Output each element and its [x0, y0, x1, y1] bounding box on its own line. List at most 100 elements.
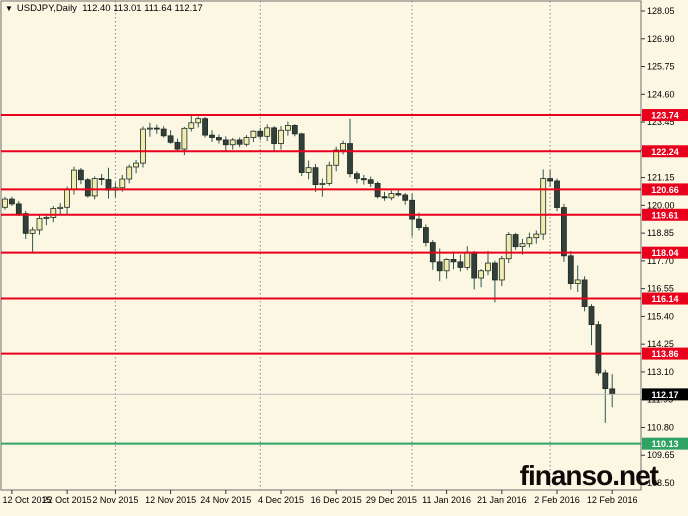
date-tick-label: 22 Oct 2015 — [43, 495, 92, 505]
level-price-label: 123.74 — [651, 111, 679, 121]
candle-bull — [29, 229, 36, 234]
candle-bear — [409, 199, 416, 220]
candle-bull — [119, 178, 126, 189]
candle-bear — [15, 203, 22, 214]
bid-price-label: 112.17 — [651, 390, 678, 400]
price-tick-label: 118.85 — [647, 228, 674, 238]
candle-bear — [257, 130, 264, 137]
level-price-label: 110.13 — [651, 439, 678, 449]
price-axis[interactable] — [641, 0, 688, 490]
level-price-label-bg — [642, 292, 688, 305]
candle-bear — [491, 262, 498, 281]
candle-bull — [284, 125, 291, 131]
candle-bear — [416, 218, 422, 228]
date-tick-label: 12 Feb 2016 — [587, 495, 638, 505]
candle-bear — [271, 127, 278, 144]
candle-bear — [98, 178, 105, 180]
chart-title: ▼ USDJPY,Daily 112.40 113.01 111.64 112.1… — [5, 3, 203, 14]
candle-bull — [126, 166, 133, 180]
price-tick-label: 126.90 — [647, 34, 675, 44]
chart-title-symbol: USDJPY,Daily — [16, 3, 77, 14]
candle-bull — [146, 127, 153, 130]
candle-bull — [57, 206, 64, 209]
candle-bear — [222, 139, 229, 146]
candle-bull — [250, 130, 257, 138]
candle-bear — [167, 135, 174, 143]
candle-bull — [526, 237, 533, 245]
candle-bull — [64, 188, 70, 208]
price-tick-label: 125.75 — [647, 62, 675, 72]
level-price-label-bg — [642, 208, 688, 221]
candle-bull — [195, 118, 202, 124]
level-price-label: 113.86 — [651, 349, 678, 359]
candle-bull — [264, 127, 271, 137]
candle-bear — [236, 139, 243, 145]
level-price-label-bg — [642, 145, 688, 158]
candle-bear — [202, 118, 209, 136]
level-price-label: 118.04 — [651, 248, 678, 258]
candle-bull — [533, 233, 540, 239]
time-axis[interactable] — [0, 490, 688, 516]
date-tick-label: 4 Dec 2015 — [258, 495, 304, 505]
candle-bull — [478, 270, 485, 279]
candle-bear — [381, 196, 388, 199]
candle-bear — [581, 279, 588, 307]
level-price-label: 119.61 — [651, 210, 678, 220]
candle-bear — [450, 259, 457, 263]
candle-bull — [50, 208, 57, 218]
level-price-label-bg — [642, 109, 688, 122]
candle-bear — [609, 388, 616, 395]
candle-bear — [595, 324, 602, 374]
price-tick-label: 115.40 — [647, 311, 674, 321]
date-tick-label: 12 Oct 2015 — [2, 495, 51, 505]
candle-bear — [402, 194, 409, 201]
price-tick-label: 116.55 — [647, 284, 674, 294]
candle-bear — [512, 234, 519, 248]
date-tick-label: 21 Jan 2016 — [477, 495, 527, 505]
candle-bear — [312, 167, 319, 185]
candle-bull — [443, 259, 450, 272]
candle-bear — [471, 251, 478, 279]
date-tick-label: 2 Feb 2016 — [534, 495, 580, 505]
level-price-label-bg — [642, 347, 688, 360]
date-tick-label: 29 Dec 2015 — [366, 495, 417, 505]
symbol-dropdown-icon[interactable]: ▼ — [5, 4, 13, 13]
candle-bear — [422, 227, 429, 243]
candle-bear — [160, 128, 167, 137]
candle-bear — [174, 141, 181, 150]
candle-bear — [291, 125, 298, 135]
price-tick-label: 110.80 — [647, 422, 674, 432]
candle-bull — [498, 258, 505, 281]
date-tick-label: 16 Dec 2015 — [311, 495, 362, 505]
watermark-finanso-net: finanso.net — [519, 460, 659, 491]
candle-bull — [305, 167, 312, 173]
candle-bear — [561, 207, 567, 257]
candle-bull — [326, 164, 333, 184]
candle-bear — [588, 306, 595, 326]
candle-bear — [457, 261, 464, 268]
candle-bull — [333, 149, 340, 166]
candle-bear — [360, 178, 367, 181]
candle-bull — [43, 217, 50, 219]
price-tick-label: 121.15 — [647, 173, 675, 183]
price-tick-label: 109.65 — [647, 450, 675, 460]
candle-bear — [153, 127, 160, 130]
candle-bull — [319, 182, 326, 185]
candle-bear — [554, 180, 560, 208]
candle-bear — [367, 179, 374, 184]
candle-bull — [36, 217, 43, 231]
candle-bear — [353, 173, 360, 179]
candle-bull — [243, 137, 250, 145]
candle-bear — [209, 134, 215, 138]
candle-bull — [2, 198, 8, 208]
candle-bull — [505, 234, 512, 260]
candle-bear — [298, 133, 305, 173]
level-price-label: 116.14 — [651, 294, 678, 304]
candle-bear — [395, 193, 402, 196]
candle-bull — [519, 243, 526, 248]
price-tick-label: 108.50 — [647, 478, 675, 488]
candle-bear — [22, 213, 29, 234]
candle-bear — [567, 255, 574, 284]
